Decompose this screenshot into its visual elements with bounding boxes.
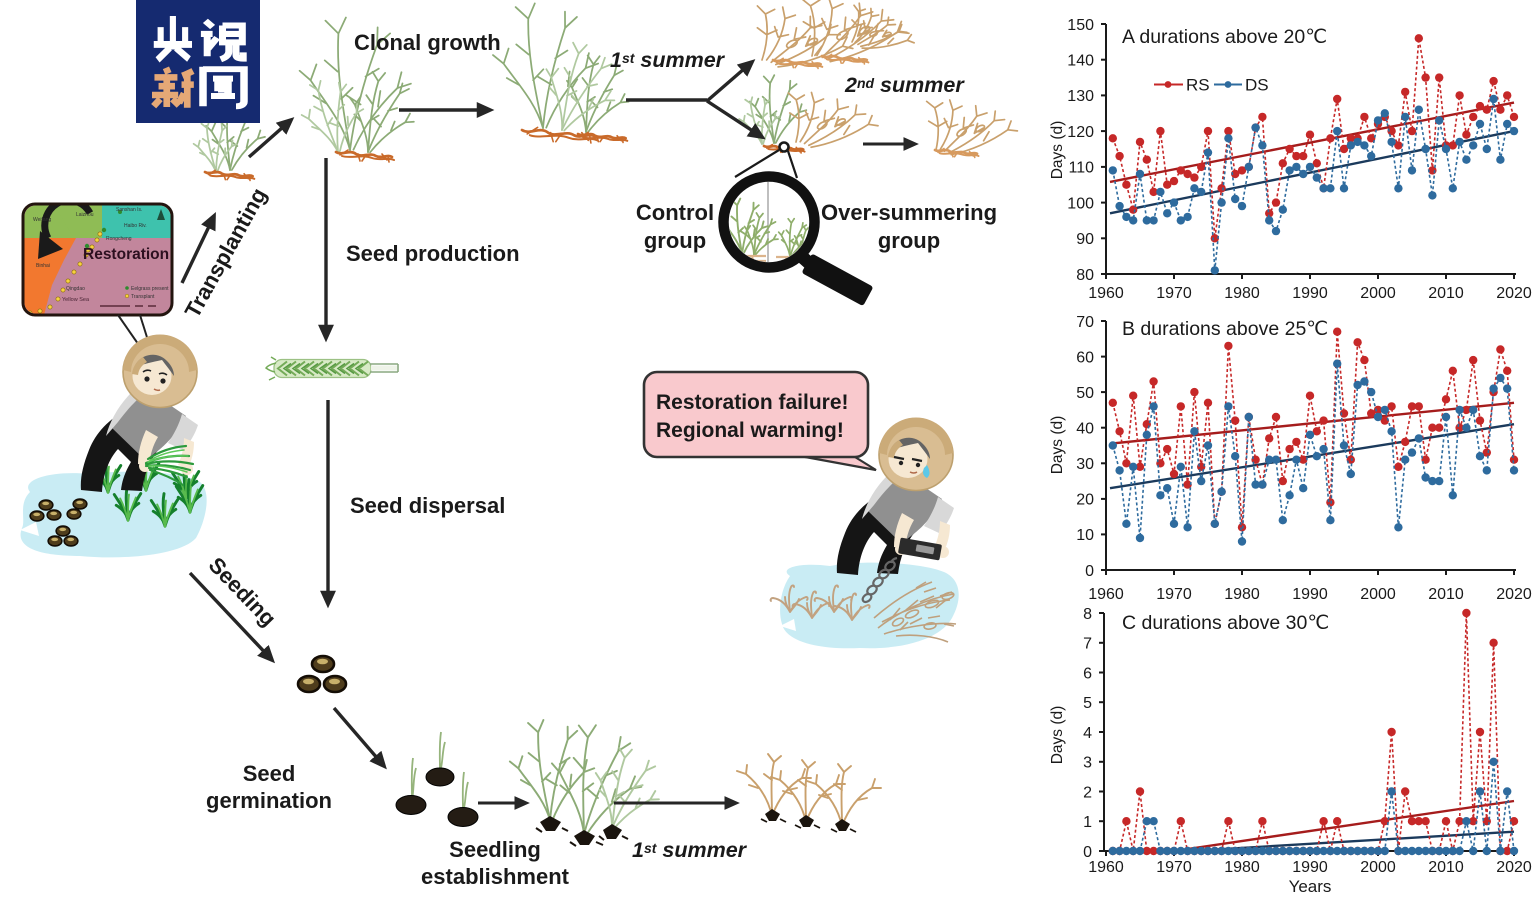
svg-text:90: 90 (1076, 231, 1094, 248)
svg-text:Sanshan Is.: Sanshan Is. (116, 207, 142, 213)
svg-text:8: 8 (1083, 606, 1092, 623)
svg-text:DS: DS (1245, 76, 1269, 95)
svg-text:4: 4 (1083, 725, 1092, 742)
svg-text:20: 20 (1076, 492, 1094, 509)
svg-text:70: 70 (1076, 314, 1094, 331)
svg-text:germination: germination (206, 788, 332, 813)
svg-text:40: 40 (1076, 421, 1094, 438)
svg-text:130: 130 (1067, 88, 1094, 105)
svg-text:0: 0 (1083, 844, 1092, 861)
svg-text:1990: 1990 (1292, 285, 1328, 302)
svg-text:150: 150 (1067, 17, 1094, 34)
svg-text:2010: 2010 (1428, 859, 1464, 876)
svg-text:Days (d): Days (d) (1049, 121, 1066, 180)
svg-text:Days (d): Days (d) (1049, 416, 1066, 475)
svg-text:1960: 1960 (1088, 586, 1124, 603)
svg-text:140: 140 (1067, 53, 1094, 70)
svg-text:7: 7 (1083, 636, 1092, 653)
svg-text:Restoration failure!: Restoration failure! (656, 391, 849, 414)
svg-text:Seed: Seed (243, 761, 296, 786)
svg-text:1980: 1980 (1224, 859, 1260, 876)
svg-text:1990: 1990 (1292, 859, 1328, 876)
svg-text:RS: RS (1186, 76, 1210, 95)
svg-text:2000: 2000 (1360, 859, 1396, 876)
svg-text:30: 30 (1076, 456, 1094, 473)
svg-text:6: 6 (1083, 665, 1092, 682)
svg-text:0: 0 (1085, 563, 1094, 580)
svg-text:Clonal growth: Clonal growth (354, 30, 501, 55)
svg-text:establishment: establishment (421, 864, 570, 889)
svg-text:Years: Years (1289, 877, 1332, 896)
svg-text:2010: 2010 (1428, 285, 1464, 302)
svg-text:Rongcheng: Rongcheng (106, 236, 132, 242)
svg-text:120: 120 (1067, 124, 1094, 141)
svg-text:Eelgrass present: Eelgrass present (131, 286, 169, 292)
svg-text:1980: 1980 (1224, 586, 1260, 603)
svg-text:Qingdao: Qingdao (66, 286, 85, 292)
svg-text:Binhai: Binhai (36, 263, 50, 269)
svg-text:Seed production: Seed production (346, 241, 520, 266)
svg-text:Transplant: Transplant (131, 294, 155, 300)
svg-text:1970: 1970 (1156, 859, 1192, 876)
svg-text:Days (d): Days (d) (1049, 706, 1066, 765)
svg-text:1960: 1960 (1088, 859, 1124, 876)
svg-text:Yellow Sea: Yellow Sea (62, 297, 90, 303)
svg-text:1970: 1970 (1156, 586, 1192, 603)
svg-text:80: 80 (1076, 267, 1094, 284)
svg-text:5: 5 (1083, 695, 1092, 712)
svg-text:Laizhou: Laizhou (76, 212, 94, 218)
svg-text:Seedling: Seedling (449, 837, 541, 862)
svg-text:2020: 2020 (1496, 285, 1532, 302)
svg-text:1980: 1980 (1224, 285, 1260, 302)
svg-text:3: 3 (1083, 755, 1092, 772)
svg-text:2020: 2020 (1496, 859, 1532, 876)
svg-text:Haibo Riv.: Haibo Riv. (124, 223, 147, 229)
svg-text:1: 1 (1083, 814, 1092, 831)
svg-text:1970: 1970 (1156, 285, 1192, 302)
svg-text:50: 50 (1076, 385, 1094, 402)
svg-text:60: 60 (1076, 349, 1094, 366)
svg-text:group: group (878, 228, 940, 253)
svg-text:group: group (644, 228, 706, 253)
svg-text:1990: 1990 (1292, 586, 1328, 603)
svg-text:1960: 1960 (1088, 285, 1124, 302)
svg-text:Control: Control (636, 200, 714, 225)
svg-text:2010: 2010 (1428, 586, 1464, 603)
svg-text:2000: 2000 (1360, 285, 1396, 302)
svg-text:10: 10 (1076, 527, 1094, 544)
svg-text:Regional warming!: Regional warming! (656, 419, 844, 442)
svg-text:Over-summering: Over-summering (821, 200, 997, 225)
svg-text:B durations above 25℃: B durations above 25℃ (1122, 318, 1328, 340)
svg-text:2: 2 (1083, 784, 1092, 801)
svg-text:2020: 2020 (1496, 586, 1532, 603)
svg-text:Seed dispersal: Seed dispersal (350, 493, 505, 518)
svg-text:Restoration: Restoration (83, 246, 169, 263)
svg-text:2000: 2000 (1360, 586, 1396, 603)
svg-text:Weifang: Weifang (33, 217, 51, 223)
svg-text:110: 110 (1068, 160, 1094, 177)
svg-text:C durations above 30℃: C durations above 30℃ (1122, 612, 1329, 634)
svg-text:100: 100 (1067, 195, 1094, 212)
svg-text:A durations above 20℃: A durations above 20℃ (1122, 26, 1327, 48)
